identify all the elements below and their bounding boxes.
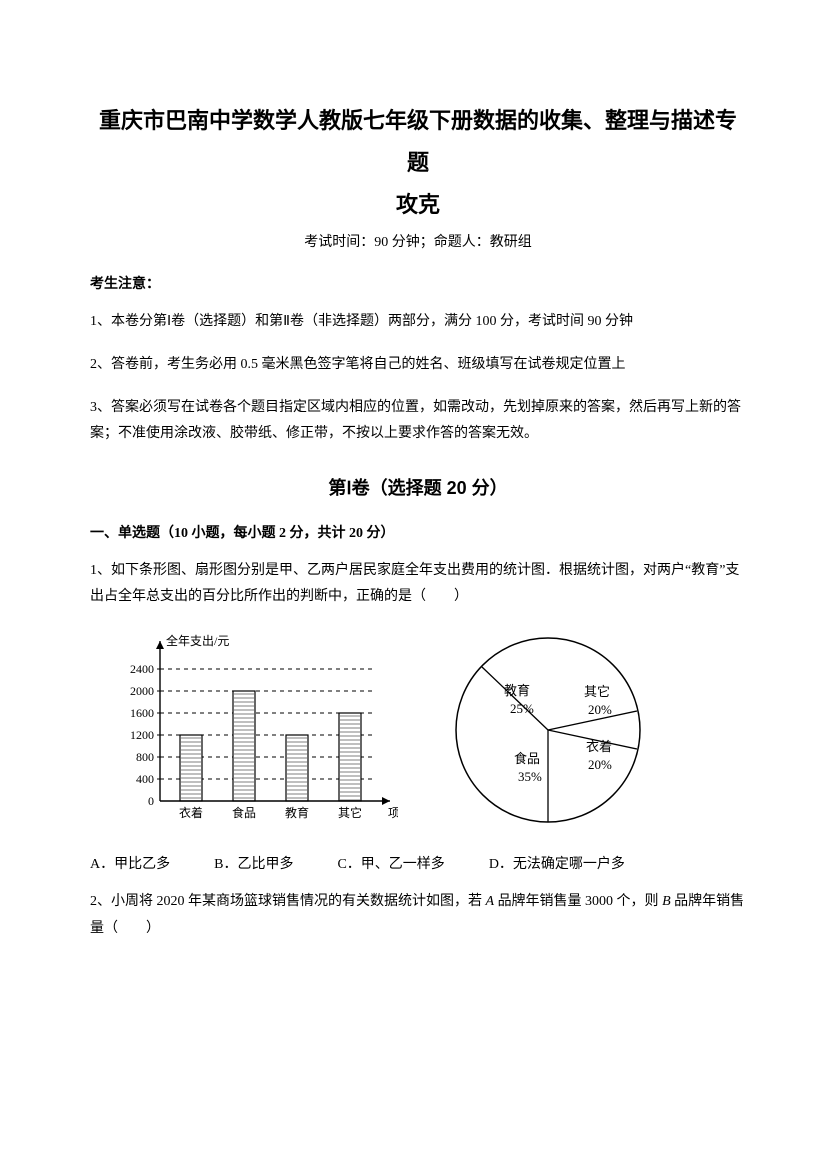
subtitle: 考试时间：90 分钟；命题人：教研组: [90, 231, 746, 251]
svg-text:食品: 食品: [514, 751, 540, 766]
pie-chart: 食品 35% 衣着 20% 其它 20% 教育 25%: [438, 625, 668, 835]
svg-text:全年支出/元: 全年支出/元: [166, 633, 229, 648]
page-title-line1: 重庆市巴南中学数学人教版七年级下册数据的收集、整理与描述专题: [90, 100, 746, 184]
svg-text:衣着: 衣着: [179, 805, 203, 820]
svg-text:20%: 20%: [588, 757, 612, 772]
notice-1: 1、本卷分第Ⅰ卷（选择题）和第Ⅱ卷（非选择题）两部分，满分 100 分，考试时间…: [90, 309, 746, 336]
q2-italic-a: A: [486, 894, 495, 909]
svg-text:教育: 教育: [285, 805, 309, 820]
svg-text:食品: 食品: [232, 805, 256, 820]
figures-row: 衣着食品教育其它04008001200160020002400全年支出/元项目 …: [118, 625, 746, 835]
svg-text:2000: 2000: [130, 684, 154, 698]
svg-text:400: 400: [136, 772, 154, 786]
notice-2: 2、答卷前，考生务必用 0.5 毫米黑色签字笔将自己的姓名、班级填写在试卷规定位…: [90, 352, 746, 379]
option-c: C．甲、乙一样多: [337, 853, 444, 873]
option-a: A．甲比乙多: [90, 853, 170, 873]
sub-heading: 一、单选题（10 小题，每小题 2 分，共计 20 分）: [90, 522, 746, 542]
section-title: 第Ⅰ卷（选择题 20 分）: [90, 474, 746, 500]
q2-pre: 2、小周将 2020 年某商场篮球销售情况的有关数据统计如图，若: [90, 894, 486, 909]
svg-text:20%: 20%: [588, 702, 612, 717]
question-1: 1、如下条形图、扇形图分别是甲、乙两户居民家庭全年支出费用的统计图．根据统计图，…: [90, 558, 746, 611]
question-2: 2、小周将 2020 年某商场篮球销售情况的有关数据统计如图，若 A 品牌年销售…: [90, 889, 746, 942]
svg-text:0: 0: [148, 794, 154, 808]
q1-options: A．甲比乙多 B．乙比甲多 C．甲、乙一样多 D．无法确定哪一户多: [90, 853, 746, 873]
svg-text:项目: 项目: [388, 806, 398, 820]
bar-chart: 衣着 食品 教育 其它 0 400 800 1200 1600 2000 2400 全年支出/元项目: [118, 625, 398, 835]
svg-text:其它: 其它: [584, 684, 610, 699]
option-d: D．无法确定哪一户多: [489, 853, 625, 873]
svg-text:其它: 其它: [338, 805, 362, 820]
svg-text:1200: 1200: [130, 728, 154, 742]
q2-italic-b: B: [662, 894, 671, 909]
svg-text:2400: 2400: [130, 662, 154, 676]
svg-text:25%: 25%: [510, 701, 534, 716]
svg-text:35%: 35%: [518, 769, 542, 784]
q2-mid: 品牌年销售量 3000 个，则: [494, 894, 662, 909]
notice-heading: 考生注意：: [90, 273, 746, 293]
svg-text:800: 800: [136, 750, 154, 764]
svg-text:教育: 教育: [504, 683, 530, 698]
svg-text:衣着: 衣着: [586, 739, 612, 754]
option-b: B．乙比甲多: [214, 853, 293, 873]
page-title-line2: 攻克: [90, 184, 746, 226]
svg-text:1600: 1600: [130, 706, 154, 720]
notice-3: 3、答案必须写在试卷各个题目指定区域内相应的位置，如需改动，先划掉原来的答案，然…: [90, 395, 746, 448]
